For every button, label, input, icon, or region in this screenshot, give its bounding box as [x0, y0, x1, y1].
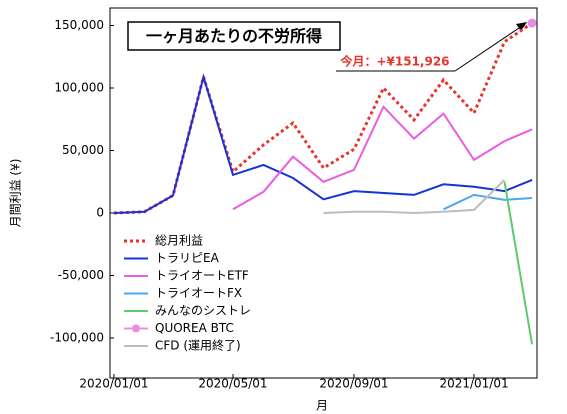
y-tick-label: -100,000: [50, 331, 104, 345]
title-box: [127, 21, 341, 51]
x-tick-label: 2020/01/01: [79, 377, 148, 391]
x-axis-label: 月: [316, 399, 328, 413]
arrow-head: [516, 22, 527, 31]
x-tick-label: 2020/09/01: [319, 377, 388, 391]
legend-label: トラリピEA: [155, 251, 220, 265]
y-axis-label: 月間利益 (¥): [9, 159, 23, 228]
legend-label: みんなのシストレ: [155, 304, 251, 318]
chart-title: 一ヶ月あたりの不労所得: [146, 27, 322, 46]
legend-label: トライオートFX: [155, 286, 242, 300]
x-tick-label: 2020/05/01: [198, 377, 267, 391]
y-tick-label: 100,000: [54, 81, 104, 95]
legend-label: CFD (運用終了): [155, 338, 241, 353]
series-line: [503, 181, 534, 345]
legend-label: QUOREA BTC: [155, 321, 234, 335]
series-line: [113, 73, 533, 214]
series-line: [323, 179, 506, 215]
series-line: [443, 193, 533, 211]
legend-label: 総月利益: [155, 234, 203, 248]
series-line: [232, 105, 533, 211]
x-tick-label: 2021/01/01: [439, 377, 508, 391]
legend-marker: [132, 324, 140, 333]
y-tick-label: 150,000: [54, 18, 104, 32]
y-tick-label: 0: [96, 206, 104, 220]
annotation-arrow: [454, 23, 526, 72]
marker: [527, 18, 537, 28]
plot-frame: [109, 7, 538, 379]
annotation: 今月：+¥151,926: [339, 54, 449, 69]
legend-label: トライオートETF: [155, 269, 249, 283]
y-tick-label: 50,000: [62, 143, 104, 157]
y-tick-label: -50,000: [58, 268, 104, 282]
